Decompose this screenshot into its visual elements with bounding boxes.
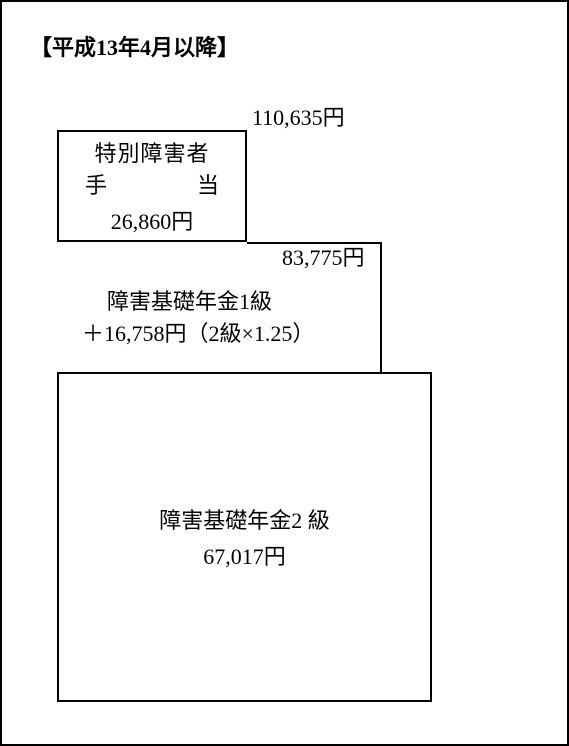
box-bottom-amount: 67,017円 — [203, 539, 286, 571]
bracket-line — [247, 242, 382, 244]
middle-line1: 障害基礎年金1級 — [107, 284, 272, 316]
diagram-container: 【平成13年4月以降】 110,635円 特別障害者 手 当 26,860円 8… — [0, 0, 569, 746]
pension-grade2-box: 障害基礎年金2 級 67,017円 — [57, 372, 432, 702]
box-top-line2: 手 当 — [59, 168, 245, 200]
bracket-line — [380, 242, 382, 372]
box-bottom-title: 障害基礎年金2 級 — [159, 503, 330, 535]
special-allowance-box: 特別障害者 手 当 26,860円 — [57, 130, 247, 242]
diagram-title: 【平成13年4月以降】 — [30, 30, 239, 62]
box-top-line1: 特別障害者 — [59, 136, 245, 168]
box-top-line2-left: 手 — [85, 168, 107, 200]
box-top-amount: 26,860円 — [111, 204, 194, 236]
box-top-line2-right: 当 — [197, 168, 219, 200]
subtotal-amount-label: 83,775円 — [282, 240, 365, 272]
total-amount-label: 110,635円 — [252, 100, 345, 132]
middle-line2: ＋16,758円（2級×1.25） — [82, 316, 314, 348]
